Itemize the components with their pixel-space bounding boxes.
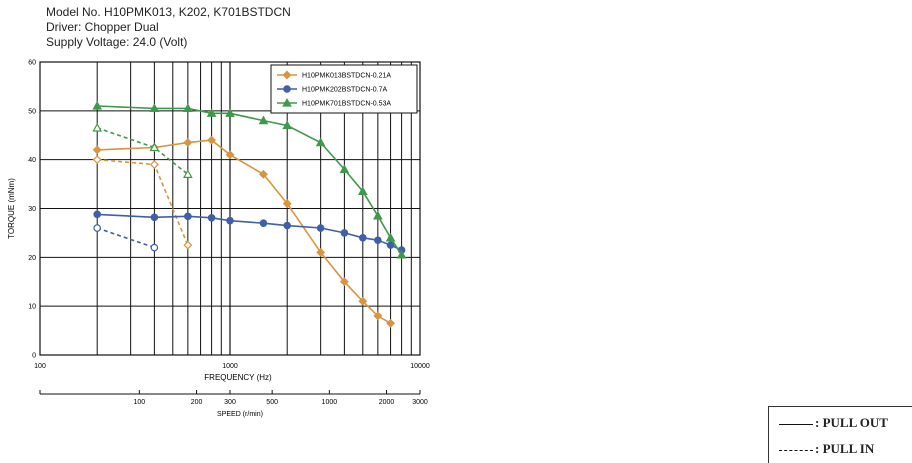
pull-out-point (150, 213, 159, 222)
pull-in-point (93, 224, 101, 232)
legend-entry: H10PMK202BSTDCN-0.7A (302, 87, 388, 94)
pull-out-point (258, 115, 269, 125)
pull-out-point (149, 103, 160, 113)
pull-in-point (183, 169, 193, 178)
pull-in-legend: : PULL IN (779, 441, 874, 457)
pull-out-legend: : PULL OUT (779, 415, 888, 431)
pull-in-point (150, 243, 159, 252)
speed-tick-label: 300 (224, 399, 236, 406)
speed-axis-label: SPEED (r/min) (217, 411, 263, 418)
pull-out-point (282, 120, 293, 130)
pull-out-line (97, 213, 402, 251)
pull-in-point (183, 240, 193, 250)
speed-tick-label: 3000 (412, 399, 428, 406)
pull-out-point (226, 216, 234, 225)
pull-out-point (339, 164, 350, 174)
pull-out-point (93, 210, 101, 219)
speed-tick-label: 100 (133, 399, 145, 406)
x-tick-label: 10000 (410, 363, 430, 370)
pull-out-point (259, 219, 268, 227)
pull-out-point (207, 213, 216, 222)
y-tick-label: 0 (32, 353, 36, 360)
pull-in-line (96, 127, 189, 175)
pull-out-point (385, 232, 396, 242)
pull-out-point (315, 137, 326, 147)
pull-in-point (149, 160, 159, 169)
pull-out-point (386, 241, 395, 249)
pull-out-point (184, 212, 192, 221)
speed-tick-label: 200 (191, 399, 203, 406)
pull-out-point (206, 108, 217, 117)
legend-entry: H10PMK701BSTDCN-0.53A (302, 101, 391, 108)
series-1 (92, 135, 396, 328)
pull-in-point (92, 122, 103, 132)
solid-line-sample (779, 423, 813, 425)
pull-out-point (183, 138, 193, 148)
pull-out-point (357, 186, 368, 196)
pull-out-point (358, 296, 368, 306)
legend-marker (282, 70, 292, 80)
driver-info: Driver: Chopper Dual (46, 20, 159, 34)
pull-out-point (92, 100, 103, 110)
speed-tick-label: 1000 (322, 399, 338, 406)
pull-out-point (207, 135, 217, 145)
chart-header: Model No. H10PMK013, K202, K701BSTDCN Dr… (46, 5, 291, 50)
pull-out-point (283, 221, 291, 230)
pull-out-line (97, 139, 392, 324)
supply-voltage: Supply Voltage: 24.0 (Volt) (46, 35, 188, 49)
pull-out-point (183, 103, 193, 113)
x-axis-label: FREQUENCY (Hz) (204, 373, 272, 382)
series-group (92, 100, 407, 328)
pull-out-point (373, 311, 383, 321)
pull-out-point (373, 210, 383, 220)
legend-marker (282, 97, 292, 107)
x-tick-label: 100 (34, 363, 46, 370)
y-tick-label: 60 (28, 60, 36, 67)
y-tick-label: 40 (28, 157, 36, 164)
speed-tick-label: 500 (266, 399, 278, 406)
pull-out-point (339, 277, 349, 287)
pull-out-point (316, 248, 326, 257)
pull-in-label: : PULL IN (815, 441, 875, 456)
legend-marker (283, 85, 291, 93)
pull-out-point (316, 224, 325, 232)
x-tick-label: 1000 (222, 363, 238, 370)
pull-in-point (149, 142, 160, 152)
y-tick-label: 50 (28, 108, 36, 115)
y-tick-label: 30 (28, 206, 36, 213)
pull-out-point (92, 145, 102, 155)
pull-in-point (92, 155, 102, 165)
plot-frame (39, 61, 421, 356)
pull-out-point (374, 236, 382, 245)
speed-axis: 100 200 300 500 1000 2000 3000 (39, 390, 428, 406)
pull-out-point (259, 169, 268, 179)
pull-out-label: : PULL OUT (815, 415, 888, 430)
pull-out-point (359, 234, 367, 242)
y-tick-label: 20 (28, 255, 36, 262)
pull-in-line (96, 227, 155, 249)
pull-out-line (97, 105, 403, 256)
series-3 (92, 100, 407, 259)
model-number: Model No. H10PMK013, K202, K701BSTDCN (46, 5, 291, 19)
y-tick-label: 10 (28, 304, 36, 311)
pull-out-point (386, 318, 396, 328)
pull-out-point (282, 199, 292, 209)
dashed-line-sample (779, 449, 813, 451)
line-style-legend: : PULL OUT : PULL IN (768, 406, 912, 463)
pull-out-point (225, 150, 235, 160)
speed-tick-label: 2000 (379, 399, 395, 406)
y-axis-label: TORQUE (mNm) (7, 178, 16, 239)
pull-out-point (340, 229, 349, 237)
axis-ticks: 0 10 20 30 40 50 60 100 1000 10000 (28, 60, 430, 371)
chart-legend: H10PMK013BSTDCN-0.21A H10PMK202BSTDCN-0.7… (270, 64, 418, 114)
pull-out-point (225, 108, 235, 117)
legend-entry: H10PMK013BSTDCN-0.21A (302, 73, 391, 80)
pull-out-point (396, 249, 407, 259)
series-2 (93, 210, 406, 254)
